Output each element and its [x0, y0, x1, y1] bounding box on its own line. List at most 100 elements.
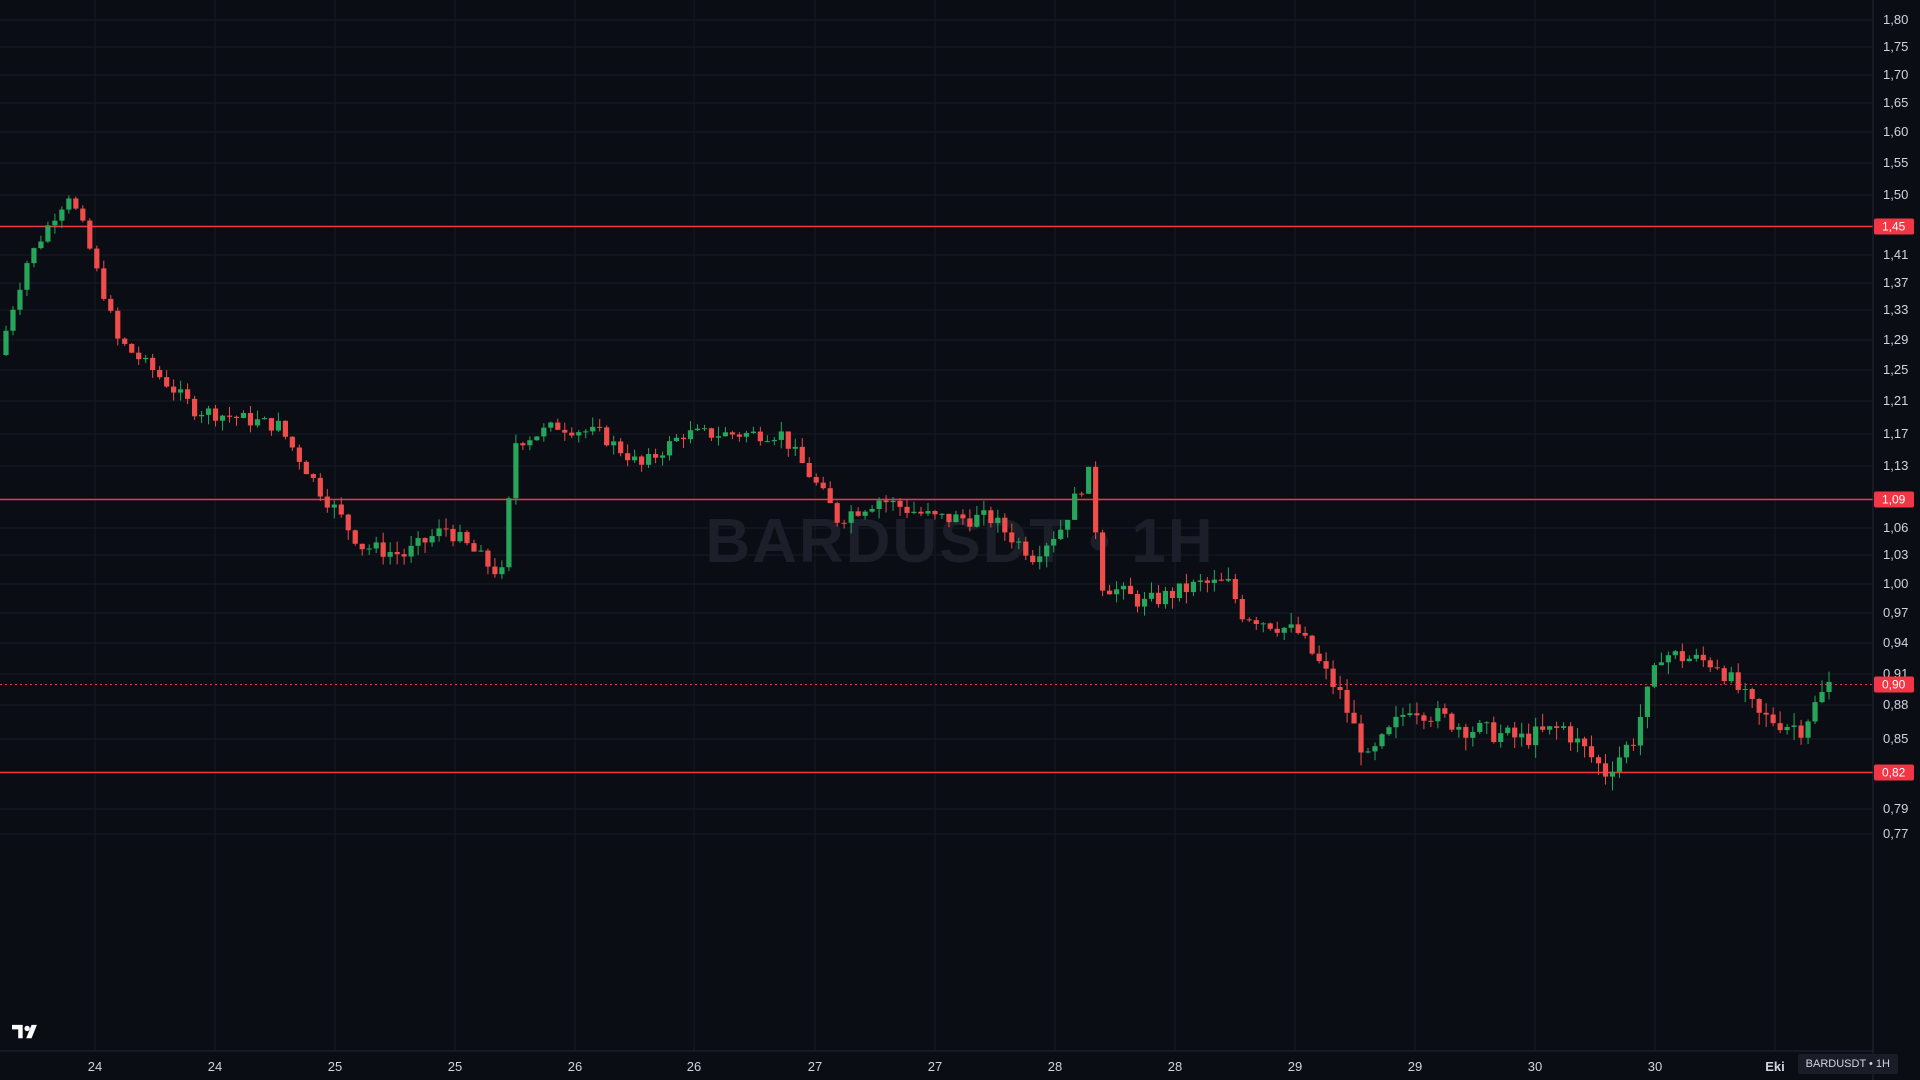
candle-body [1093, 466, 1099, 533]
candle-body [1505, 727, 1511, 734]
candle-body [289, 436, 295, 448]
candle-body [247, 412, 254, 426]
candle-body [1386, 727, 1392, 735]
candle-body [1044, 545, 1050, 557]
candle-body [953, 514, 959, 523]
candle-body [632, 456, 638, 461]
candle-body [618, 441, 624, 454]
candle-body [1637, 716, 1644, 746]
candle-body [24, 263, 30, 290]
candle-body [1002, 517, 1008, 533]
level-price-badge [1874, 676, 1914, 693]
x-tick-label: 27 [928, 1059, 942, 1074]
candle-body [268, 418, 275, 431]
candle-body [1106, 590, 1113, 595]
candle-body [422, 538, 428, 543]
candle-body [639, 456, 645, 465]
candle-body [261, 418, 268, 420]
candle-body [1204, 580, 1210, 583]
candle-body [1323, 661, 1329, 669]
candle-body [1414, 713, 1420, 716]
x-tick-label: 30 [1648, 1059, 1662, 1074]
y-tick-label: 1,70 [1883, 67, 1908, 82]
candle-body [45, 225, 51, 242]
candle-body [408, 545, 414, 557]
level-price-badge [1874, 218, 1914, 235]
candle-body [1470, 732, 1476, 738]
candle-body [101, 268, 107, 299]
candle-body [108, 298, 114, 311]
candle-body [233, 416, 240, 418]
candle-body [694, 428, 701, 431]
candle-body [590, 426, 596, 432]
level-price-text: 0,90 [1882, 678, 1906, 692]
x-tick-label: 25 [448, 1059, 462, 1074]
candle-body [750, 431, 756, 433]
y-tick-label: 1,50 [1883, 187, 1908, 202]
level-price-text: 1,45 [1882, 220, 1906, 234]
candle-body [1009, 532, 1015, 543]
candle-body [436, 528, 442, 537]
candle-body [687, 430, 694, 440]
y-tick-label: 1,41 [1883, 247, 1908, 262]
candle-body [1120, 585, 1127, 590]
candle-body [1246, 619, 1252, 621]
x-tick-label: 26 [687, 1059, 701, 1074]
candle-body [1770, 714, 1776, 724]
candle-body [1763, 712, 1769, 715]
candle-body [1533, 726, 1539, 746]
candle-body [1623, 744, 1630, 758]
y-tick-label: 1,06 [1883, 520, 1908, 535]
candle-body [1791, 725, 1797, 727]
y-tick-label: 1,33 [1883, 302, 1908, 317]
candle-body [387, 552, 393, 557]
candle-body [1484, 722, 1490, 724]
candle-body [764, 441, 770, 443]
candle-body [1295, 624, 1301, 633]
candle-body [708, 428, 715, 438]
candle-body [1463, 726, 1469, 738]
candle-body [701, 428, 708, 430]
candle-body [1072, 493, 1078, 520]
candle-body [1421, 715, 1427, 721]
candle-body [31, 248, 37, 264]
time-axis[interactable]: 24 24 25 25 26 26 27 27 28 28 29 29 30 30 Eki [88, 1059, 1785, 1074]
x-tick-label: 24 [208, 1059, 222, 1074]
candle-body [1218, 579, 1224, 581]
candle-body [645, 454, 652, 465]
candle-body [666, 441, 673, 456]
candle-body [722, 432, 729, 437]
candle-body [1491, 722, 1497, 743]
candle-body [1274, 628, 1280, 633]
tradingview-logo-icon[interactable] [12, 1022, 44, 1042]
candle-body [1784, 726, 1790, 731]
candle-body [380, 542, 386, 557]
candle-body [1805, 721, 1811, 738]
candle-body [1442, 708, 1448, 714]
candle-body [471, 543, 477, 552]
candle-body [604, 427, 610, 446]
candle-body [38, 241, 44, 249]
y-tick-label: 1,80 [1883, 12, 1908, 27]
candle-body [1679, 651, 1685, 662]
candle-body [1595, 757, 1602, 764]
candle-body [136, 352, 142, 360]
candle-body [1058, 529, 1064, 539]
y-tick-label: 1,29 [1883, 332, 1908, 347]
candle-body [1393, 716, 1399, 728]
x-tick-label: 26 [568, 1059, 582, 1074]
candle-body [1616, 757, 1623, 772]
x-tick-label: Eki [1765, 1059, 1785, 1074]
candle-body [1581, 738, 1588, 747]
candle-body [904, 506, 910, 513]
candle-body [1707, 660, 1713, 668]
candle-body [205, 408, 212, 415]
candle-body [736, 434, 742, 437]
candle-body [848, 511, 854, 523]
candle-body [352, 530, 358, 544]
candle-body [827, 488, 833, 504]
candle-body [1756, 698, 1762, 713]
candle-body [59, 209, 65, 221]
horizontal-levels[interactable] [0, 225, 1873, 774]
